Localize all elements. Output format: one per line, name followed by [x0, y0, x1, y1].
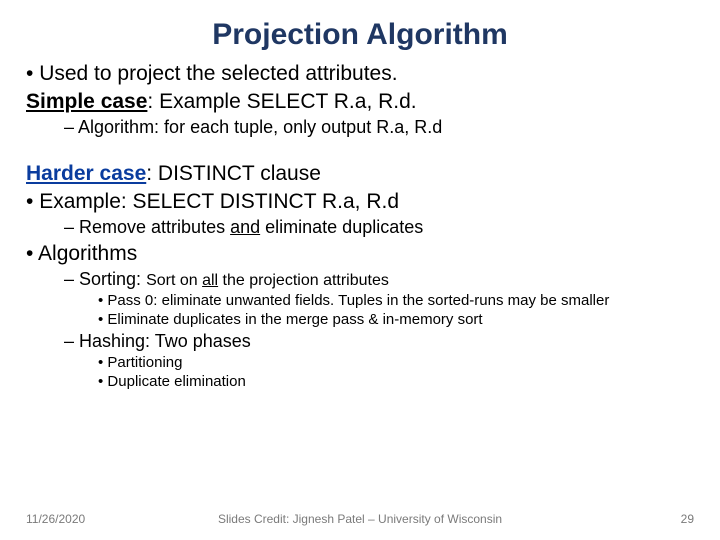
partitioning-line: Partitioning: [98, 354, 694, 371]
sorting-mid2: the projection attributes: [218, 272, 389, 289]
remove-post: eliminate duplicates: [260, 217, 423, 237]
algorithms-line: Algorithms: [26, 242, 694, 266]
remove-line: Remove attributes and eliminate duplicat…: [64, 217, 694, 238]
text: Hashing: Two phases: [79, 331, 251, 351]
elimdup-line: Eliminate duplicates in the merge pass &…: [98, 311, 694, 328]
text: Algorithm: for each tuple, only output R…: [78, 117, 442, 137]
text: Duplicate elimination: [107, 373, 245, 390]
spacer: [26, 140, 694, 158]
slide-content: Used to project the selected attributes.…: [0, 62, 720, 390]
harder-case-label: Harder case: [26, 162, 146, 185]
slide-title: Projection Algorithm: [0, 0, 720, 58]
text: Example: SELECT DISTINCT R.a, R.d: [39, 190, 399, 213]
sorting-pre: Sorting:: [79, 269, 146, 289]
text: Pass 0: eliminate unwanted fields. Tuple…: [107, 292, 609, 309]
example-distinct: Example: SELECT DISTINCT R.a, R.d: [26, 190, 694, 214]
footer-credit: Slides Credit: Jignesh Patel – Universit…: [0, 512, 720, 526]
bullet-used: Used to project the selected attributes.: [26, 62, 694, 86]
harder-case-rest: : DISTINCT clause: [146, 162, 321, 185]
sorting-mid1: Sort on: [146, 272, 202, 289]
hashing-line: Hashing: Two phases: [64, 331, 694, 352]
simple-case-rest: : Example SELECT R.a, R.d.: [147, 90, 416, 113]
sorting-line: Sorting: Sort on all the projection attr…: [64, 269, 694, 290]
pass0-line: Pass 0: eliminate unwanted fields. Tuple…: [98, 292, 694, 309]
dupelim-line: Duplicate elimination: [98, 373, 694, 390]
text: Partitioning: [107, 354, 182, 371]
text: Algorithms: [38, 242, 137, 265]
footer-page-number: 29: [681, 512, 694, 526]
simple-case-line: Simple case: Example SELECT R.a, R.d.: [26, 90, 694, 114]
simple-case-label: Simple case: [26, 90, 147, 113]
text: Eliminate duplicates in the merge pass &…: [107, 311, 482, 328]
slide: Projection Algorithm Used to project the…: [0, 0, 720, 540]
remove-pre: Remove attributes: [79, 217, 230, 237]
text: Used to project the selected attributes.: [39, 62, 397, 85]
sorting-all: all: [202, 272, 218, 289]
harder-case-line: Harder case: DISTINCT clause: [26, 162, 694, 186]
remove-and: and: [230, 217, 260, 237]
algo-simple: Algorithm: for each tuple, only output R…: [64, 117, 694, 138]
